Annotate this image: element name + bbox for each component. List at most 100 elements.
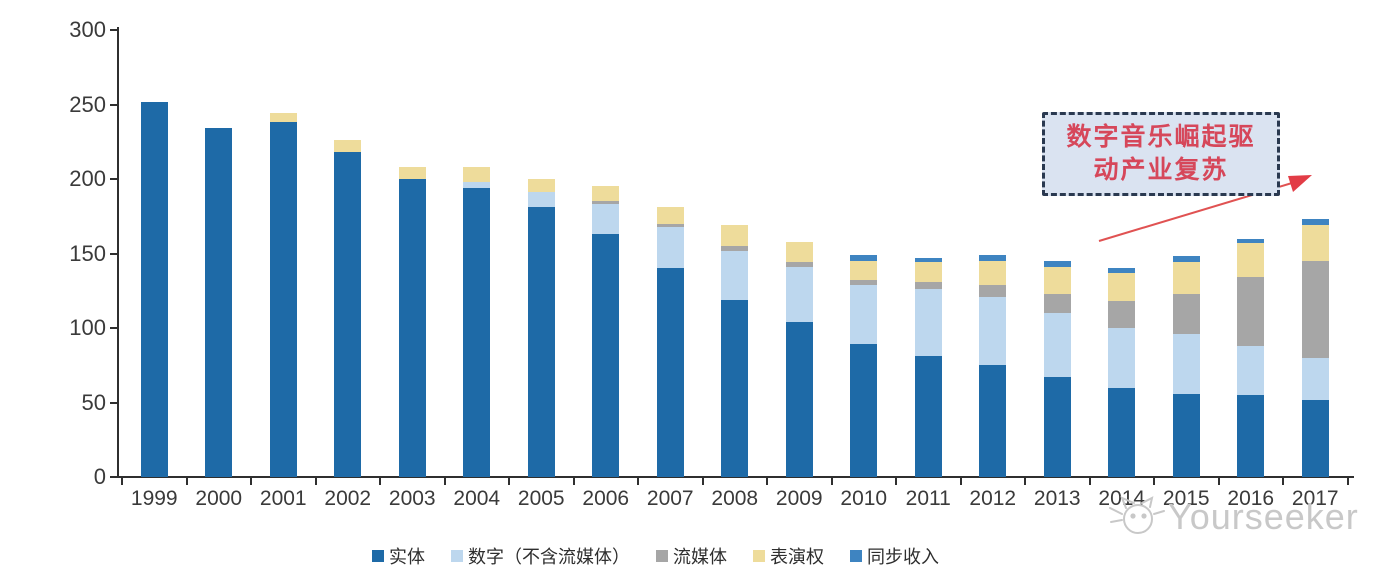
bar-segment-2015: [1172, 262, 1200, 294]
bar-segment-2007: [656, 207, 684, 224]
legend-swatch-icon: [372, 550, 384, 562]
bar-segment-2012: [979, 260, 1007, 285]
bar-segment-2006: [592, 204, 620, 235]
bar-segment-2016: [1237, 238, 1265, 244]
bar-segment-2010: [850, 344, 878, 477]
bar-segment-2017: [1301, 219, 1329, 226]
bar-segment-2010: [850, 260, 878, 281]
x-axis-tick: [1217, 478, 1220, 485]
bar-segment-2009: [785, 241, 813, 263]
legend-label: 数字（不含流媒体）: [468, 547, 630, 567]
legend-label: 同步收入: [867, 547, 939, 567]
bar-segment-2006: [592, 186, 620, 202]
bar-segment-2003: [398, 179, 426, 477]
x-axis-tick: [766, 478, 768, 485]
cat-face-icon: [1109, 496, 1165, 534]
x-axis-tick: [701, 478, 704, 485]
x-axis-tick: [314, 478, 317, 485]
x-axis-tick: [1088, 478, 1091, 485]
bar-segment-2012: [979, 296, 1007, 366]
x-axis-tick: [830, 478, 833, 485]
x-axis-tick: [1282, 478, 1284, 485]
legend-swatch-icon: [850, 550, 862, 562]
y-axis-label: 0: [93, 464, 106, 489]
x-axis-label: 2012: [969, 487, 1017, 510]
arrowhead-icon: [1288, 175, 1312, 192]
legend-swatch-icon: [753, 550, 765, 562]
y-axis-label: 250: [69, 91, 106, 117]
bar-segment-2014: [1108, 387, 1136, 477]
legend-label: 流媒体: [673, 547, 727, 567]
bar-segment-2006: [592, 234, 620, 477]
legend-item: 同步收入: [850, 543, 939, 569]
bar-segment-2015: [1172, 333, 1200, 394]
bar-segment-2010: [850, 284, 878, 345]
x-axis-tick: [1346, 478, 1349, 485]
x-axis-tick: [895, 478, 897, 485]
bar-segment-2012: [979, 284, 1007, 297]
x-axis-tick: [250, 478, 252, 485]
bar-segment-2003: [398, 167, 426, 179]
bar-segment-2010: [850, 254, 878, 261]
bar-segment-2008: [721, 299, 749, 477]
bar-segment-2015: [1172, 393, 1200, 477]
bar-segment-2013: [1043, 293, 1071, 314]
watermark: Yourseeker: [1108, 494, 1359, 540]
x-axis-tick: [959, 478, 962, 485]
y-axis-tick: [110, 252, 118, 255]
legend: 实体 数字（不含流媒体） 流媒体 表演权 同步收入: [372, 543, 939, 569]
x-axis-label: 2015: [1162, 487, 1210, 510]
y-axis-label: 100: [69, 315, 106, 340]
bar-segment-2014: [1108, 328, 1136, 388]
bar-segment-2013: [1043, 313, 1071, 378]
bar-segment-2017: [1301, 357, 1329, 400]
bar-segment-2001: [269, 122, 297, 477]
bar-segment-2004: [463, 187, 491, 477]
bar-segment-2009: [785, 262, 813, 267]
x-axis-tick: [185, 478, 188, 485]
bar-segment-2015: [1172, 293, 1200, 334]
x-axis-label: 2005: [517, 487, 565, 510]
bar-segment-2011: [914, 356, 942, 477]
legend-swatch-icon: [451, 550, 463, 562]
bar-segment-2010: [850, 280, 878, 285]
bar-segment-2005: [527, 207, 555, 477]
annotation-box: 数字音乐崛起驱 动产业复苏: [1042, 112, 1280, 196]
bar-segment-2001: [269, 113, 297, 123]
bar-segment-2004: [463, 167, 491, 182]
bar-segment-2000: [205, 128, 233, 477]
annotation-text-line1: 数字音乐崛起驱: [1066, 123, 1256, 151]
legend-item: 流媒体: [656, 543, 727, 569]
x-axis-label: 2011: [905, 487, 951, 510]
x-axis-label: 2017: [1291, 487, 1339, 510]
x-axis-tick: [443, 478, 446, 485]
y-axis-tick: [110, 476, 118, 478]
bar-segment-2015: [1172, 256, 1200, 263]
bar-segment-2008: [721, 246, 749, 251]
bar-segment-2016: [1237, 345, 1265, 396]
bar-segment-2008: [721, 225, 749, 247]
x-axis-tick: [637, 478, 639, 485]
bar-segment-2016: [1237, 277, 1265, 346]
x-axis-label: 2003: [388, 487, 436, 510]
bar-segment-2005: [527, 179, 555, 193]
y-axis-label: 200: [69, 166, 106, 191]
bar-segment-2013: [1043, 260, 1071, 267]
bar-segment-2006: [592, 201, 620, 205]
x-axis-label: 2008: [711, 487, 759, 510]
bar-segment-2007: [656, 223, 684, 227]
x-axis-label: 2006: [582, 487, 630, 510]
bar-segment-2007: [656, 226, 684, 269]
bar-segment-2011: [914, 281, 942, 290]
bar-segment-2016: [1237, 395, 1265, 477]
x-axis-label: 2013: [1033, 487, 1081, 510]
y-axis-tick: [110, 178, 118, 180]
x-axis-label: 2002: [324, 487, 372, 510]
y-axis-tick: [110, 401, 118, 404]
bar-segment-2011: [914, 289, 942, 357]
bar-segment-2007: [656, 268, 684, 477]
y-axis-label: 300: [69, 17, 106, 42]
x-axis-line: [117, 476, 1354, 478]
y-axis-tick: [110, 29, 118, 31]
legend-label: 实体: [389, 547, 425, 567]
